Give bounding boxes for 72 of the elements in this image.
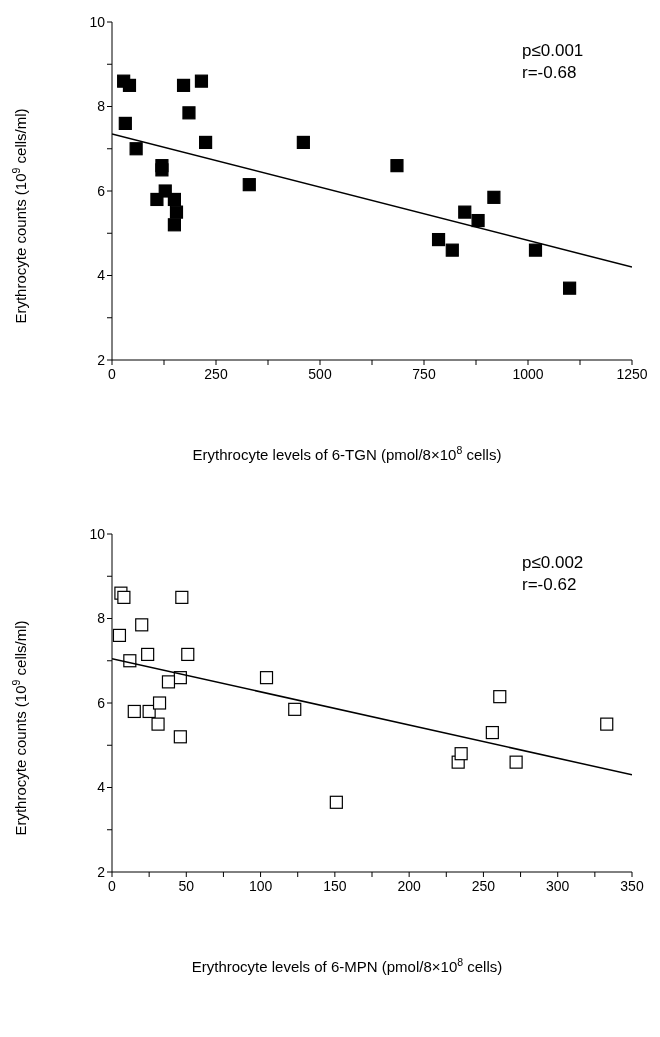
point (129, 142, 143, 156)
point (122, 78, 137, 92)
y-tick-label: 2 (97, 863, 106, 880)
point (135, 618, 149, 632)
point (296, 135, 310, 150)
y-tick-label: 4 (97, 267, 106, 284)
point (199, 135, 213, 150)
point (175, 590, 189, 604)
y-tick-label: 8 (97, 610, 106, 627)
point (167, 192, 181, 207)
point (445, 243, 459, 257)
x-tick-label: 0 (108, 878, 117, 894)
x-tick-label: 200 (397, 878, 422, 894)
point (182, 106, 196, 120)
annotation: r=-0.68 (522, 62, 578, 84)
x-tick-label: 350 (620, 878, 644, 894)
x-tick-label: 750 (412, 366, 436, 382)
y-tick-label: 8 (97, 98, 106, 115)
point (493, 690, 507, 704)
point (142, 704, 156, 719)
annotation: r=-0.62 (522, 574, 578, 596)
point (259, 671, 274, 685)
point (151, 717, 165, 731)
point (117, 590, 131, 604)
point (167, 218, 181, 232)
point (431, 232, 446, 247)
point (155, 163, 169, 177)
x-axis-title: Erythrocyte levels of 6-TGN (pmol/8×10$^{8}$ cells) (192, 444, 502, 463)
point (127, 704, 141, 719)
x-tick-label: 500 (308, 366, 332, 382)
x-tick-label: 150 (323, 878, 347, 894)
point (141, 647, 155, 662)
x-tick-label: 1000 (512, 366, 544, 382)
point (458, 205, 472, 219)
x-tick-label: 50 (178, 878, 195, 894)
point (161, 675, 176, 689)
point (152, 696, 167, 710)
point (118, 116, 132, 130)
y-tick-label: 4 (97, 779, 106, 796)
point (487, 190, 501, 204)
x-tick-label: 0 (108, 366, 117, 382)
y-tick-label: 10 (89, 13, 106, 30)
point (150, 192, 164, 207)
x-tick-label: 1250 (616, 366, 648, 382)
point (112, 628, 127, 642)
point (390, 159, 404, 173)
y-tick-label: 6 (97, 694, 106, 711)
x-tick-label: 100 (248, 878, 273, 894)
point (181, 647, 195, 662)
x-tick-label: 250 (471, 878, 496, 894)
point (563, 281, 577, 295)
point (454, 747, 468, 761)
annotation: p≤0.002 (522, 552, 584, 574)
x-tick-label: 300 (546, 878, 570, 894)
x-axis-title: Erythrocyte levels of 6-MPN (pmol/8×10$^{8}$ cells) (191, 956, 503, 975)
point (288, 702, 302, 716)
point (173, 730, 187, 744)
point (329, 795, 343, 809)
y-tick-label: 10 (89, 525, 106, 542)
x-tick-label: 250 (204, 366, 228, 382)
annotation: p≤0.001 (522, 40, 584, 62)
point (194, 74, 209, 88)
point (471, 213, 485, 228)
point (509, 755, 523, 769)
point (169, 205, 184, 219)
point (485, 725, 499, 740)
point (600, 717, 614, 731)
y-tick-label: 6 (97, 182, 106, 199)
point (176, 78, 191, 92)
point (528, 243, 543, 257)
y-tick-label: 2 (97, 351, 106, 368)
point (242, 178, 256, 192)
